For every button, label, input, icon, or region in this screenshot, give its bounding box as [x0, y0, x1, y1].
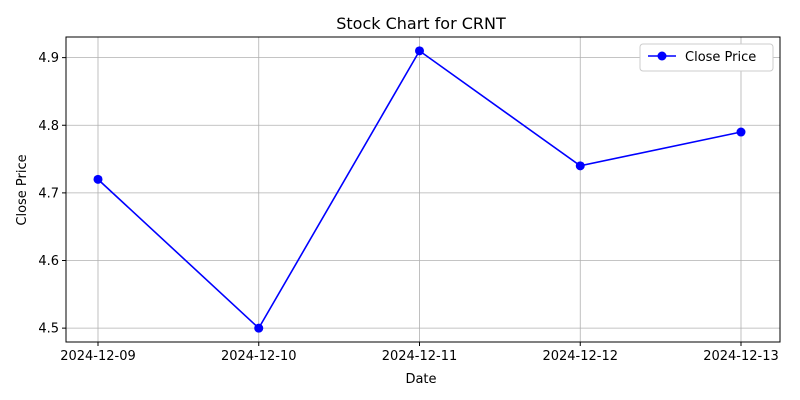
x-tick-label: 2024-12-13: [703, 349, 779, 364]
x-ticks: 2024-12-09 2024-12-10 2024-12-11 2024-12-12…: [60, 342, 779, 364]
y-ticks: 4.5 4.6 4.7 4.8 4.9: [38, 51, 66, 337]
legend: Close Price: [639, 43, 774, 72]
plot-frame: [65, 36, 781, 343]
x-tick-label: 2024-12-12: [542, 349, 618, 364]
y-tick-label: 4.7: [38, 186, 59, 201]
data-point: [415, 46, 424, 56]
x-tick-label: 2024-12-11: [382, 349, 458, 364]
x-axis-label: Date: [405, 372, 436, 387]
data-point: [736, 127, 746, 137]
chart-title: Stock Chart for CRNT: [336, 14, 506, 33]
x-tick-label: 2024-12-09: [60, 349, 136, 364]
y-axis-label: Close Price: [15, 154, 30, 225]
y-tick-label: 4.5: [38, 322, 59, 337]
legend-marker-sample: [657, 51, 667, 61]
legend-label-close-price: Close Price: [685, 50, 756, 65]
legend-box: [639, 43, 774, 72]
data-point: [93, 174, 103, 184]
y-tick-label: 4.9: [38, 51, 59, 66]
x-tick-label: 2024-12-10: [221, 349, 297, 364]
y-tick-label: 4.6: [38, 254, 59, 269]
y-tick-label: 4.8: [38, 119, 59, 134]
series-layer: [93, 46, 746, 333]
data-point: [254, 323, 264, 333]
data-point: [575, 161, 585, 171]
